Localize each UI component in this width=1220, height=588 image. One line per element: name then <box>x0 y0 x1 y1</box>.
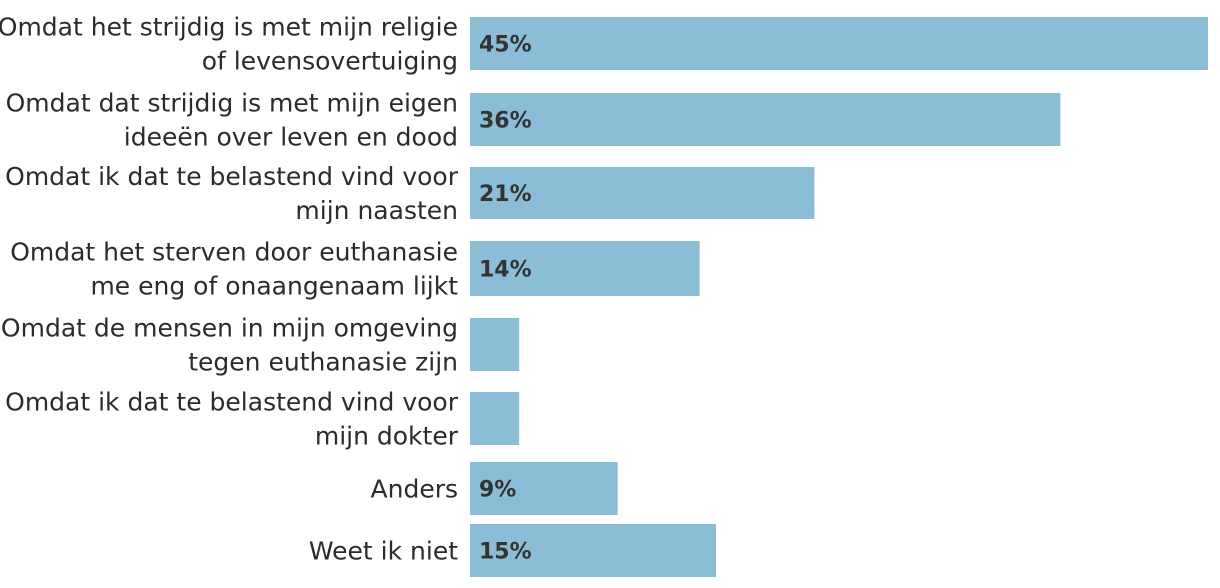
category-label-0-line-0: Omdat het strijdig is met mijn religie <box>0 13 458 42</box>
category-label-2-line-1: mijn naasten <box>295 196 458 225</box>
bar-4 <box>470 318 520 371</box>
bar-value-label-3: 14% <box>479 258 532 283</box>
bar-value-label-1: 36% <box>479 109 532 134</box>
category-label-4-line-1: tegen euthanasie zijn <box>188 348 458 377</box>
bar-7 <box>470 524 716 577</box>
category-label-3-line-1: me eng of onaangenaam lijkt <box>90 272 458 301</box>
category-label-2-line-0: Omdat ik dat te belastend vind voor <box>5 162 459 191</box>
bar-value-label-0: 45% <box>479 33 532 58</box>
category-label-1-line-0: Omdat dat strijdig is met mijn eigen <box>6 89 458 118</box>
bar-value-label-7: 15% <box>479 540 532 565</box>
bar-value-label-2: 21% <box>479 182 532 207</box>
bar-2 <box>470 167 815 219</box>
category-label-6: Anders <box>371 475 459 504</box>
category-label-5-line-1: mijn dokter <box>315 422 459 451</box>
category-label-7: Weet ik niet <box>309 537 458 566</box>
bar-6 <box>470 462 618 515</box>
category-label-5-line-0: Omdat ik dat te belastend vind voor <box>5 388 459 417</box>
bar-5 <box>470 392 520 445</box>
category-label-3-line-0: Omdat het sterven door euthanasie <box>10 238 458 267</box>
category-label-1-line-1: ideeën over leven en dood <box>124 123 458 152</box>
category-label-0-line-1: of levensovertuiging <box>202 47 458 76</box>
bar-1 <box>470 93 1061 146</box>
bar-0 <box>470 17 1208 70</box>
bar-3 <box>470 241 700 296</box>
bar-value-label-6: 9% <box>479 478 516 503</box>
category-label-4-line-0: Omdat de mensen in mijn omgeving <box>1 314 458 343</box>
